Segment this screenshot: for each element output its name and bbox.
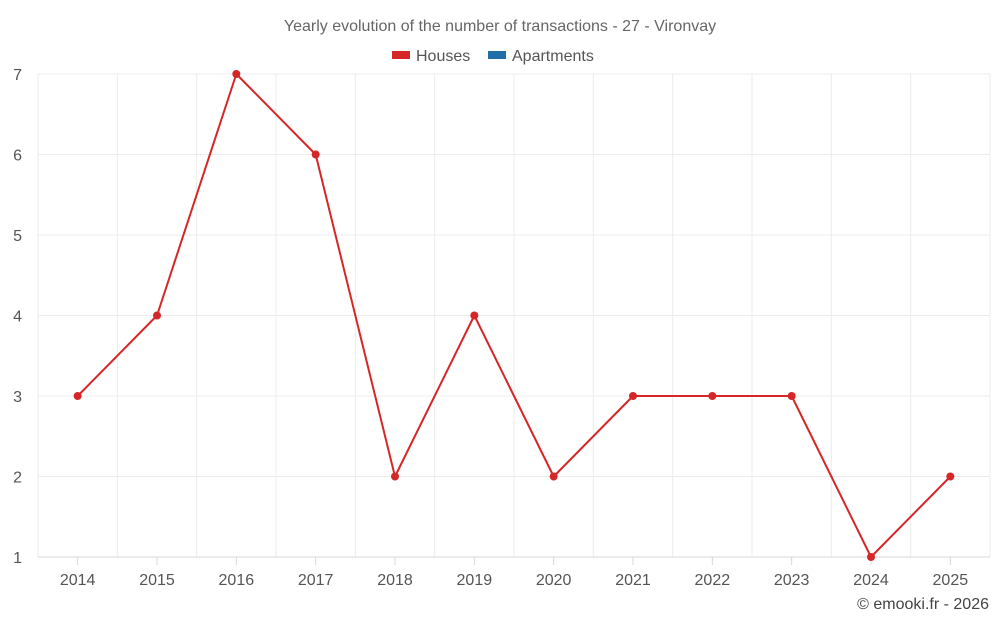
series-line-houses [76, 73, 952, 558]
x-tick-label: 2022 [695, 572, 731, 589]
x-tick-label: 2025 [933, 572, 969, 589]
data-point-houses[interactable] [549, 472, 558, 481]
legend-swatch-apartments[interactable] [488, 51, 506, 59]
legend-swatch-houses[interactable] [392, 51, 410, 59]
chart-title: Yearly evolution of the number of transa… [284, 18, 716, 35]
data-point-houses[interactable] [153, 311, 161, 320]
x-tick-label: 2017 [298, 572, 334, 589]
grid [37, 73, 991, 557]
x-tick-label: 2018 [377, 572, 413, 589]
x-tick-label: 2019 [457, 572, 493, 589]
data-point-houses[interactable] [311, 150, 320, 159]
y-tick-label: 3 [13, 389, 22, 406]
data-point-houses[interactable] [946, 472, 955, 481]
x-axis-ticks: 2014 2015 2016 2017 2018 2019 2020 2021 2022 2023… [60, 572, 968, 589]
data-point-houses[interactable] [867, 553, 875, 561]
data-point-houses[interactable] [232, 70, 241, 78]
x-tick-label: 2024 [853, 572, 889, 589]
y-tick-label: 4 [13, 309, 22, 326]
y-tick-label: 7 [13, 67, 22, 84]
data-point-houses[interactable] [73, 392, 82, 400]
y-tick-label: 5 [13, 228, 22, 245]
x-tick-label: 2016 [219, 572, 255, 589]
data-point-houses[interactable] [470, 311, 479, 320]
credit-text: © emooki.fr - 2026 [857, 596, 989, 613]
y-axis-ticks: 1 2 3 4 5 6 7 [13, 67, 22, 567]
data-point-houses[interactable] [787, 392, 796, 400]
x-tick-label: 2021 [615, 572, 651, 589]
data-point-houses[interactable] [708, 392, 717, 400]
data-point-houses[interactable] [391, 472, 399, 481]
axes [38, 556, 990, 565]
x-tick-label: 2015 [139, 572, 175, 589]
y-tick-label: 1 [13, 550, 22, 567]
data-point-houses[interactable] [629, 392, 637, 400]
legend-label-houses[interactable]: Houses [416, 48, 470, 65]
legend: Houses Apartments [392, 48, 594, 65]
y-tick-label: 6 [13, 148, 22, 165]
x-tick-label: 2023 [774, 572, 810, 589]
series-houses [73, 70, 955, 561]
legend-label-apartments[interactable]: Apartments [512, 48, 594, 65]
x-tick-label: 2014 [60, 572, 96, 589]
y-tick-label: 2 [13, 470, 22, 487]
x-tick-label: 2020 [536, 572, 572, 589]
